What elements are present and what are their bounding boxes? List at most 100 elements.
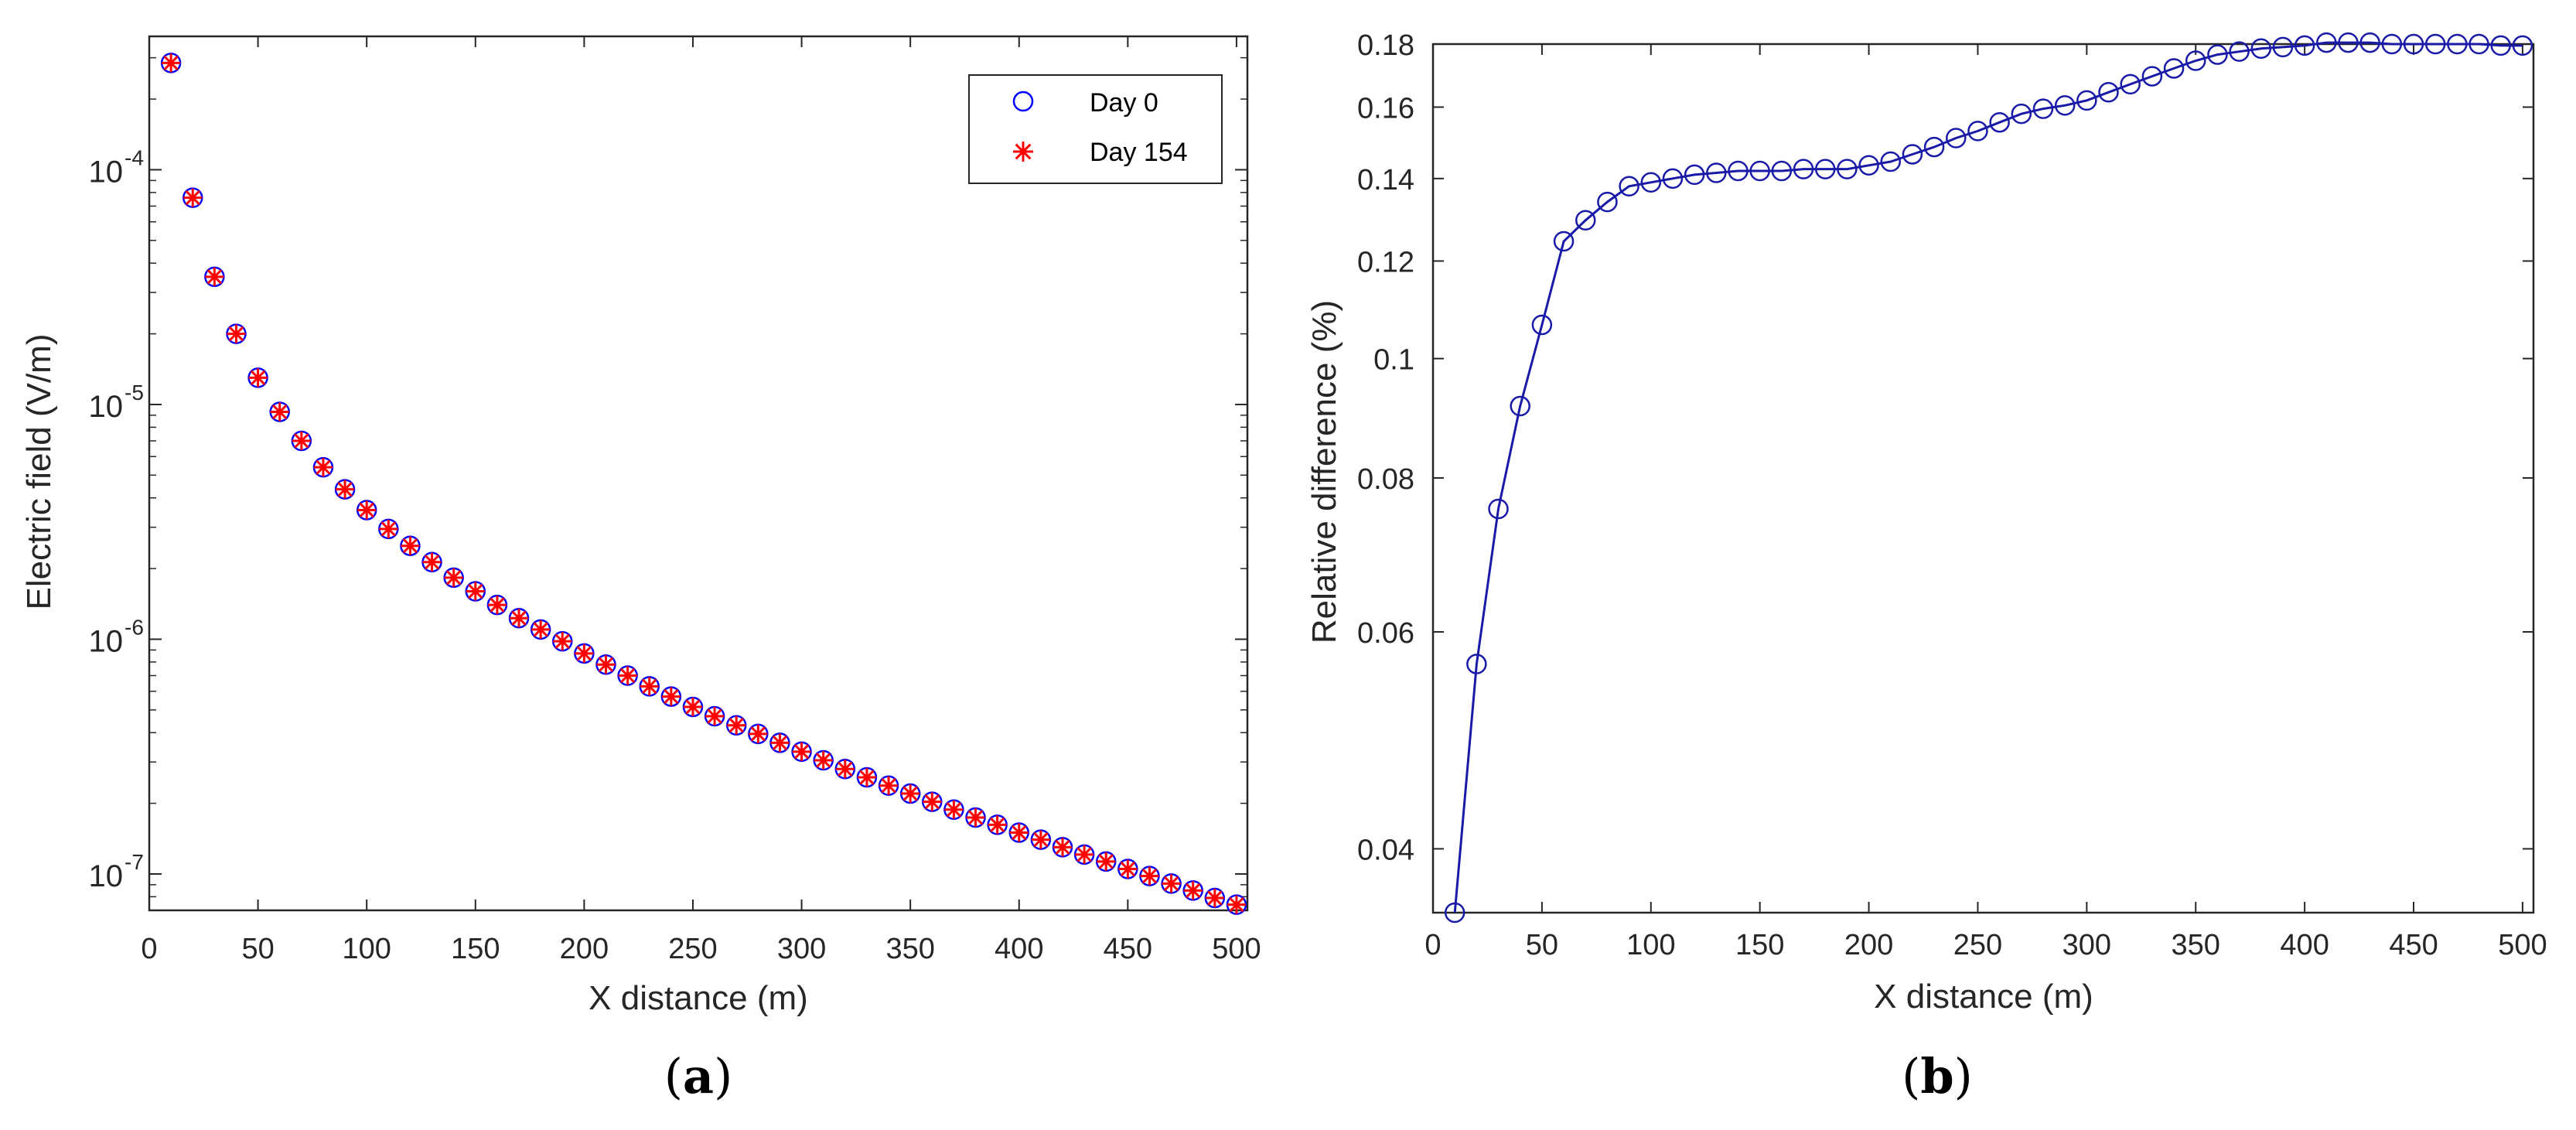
- a-point-day-154: [1227, 895, 1246, 914]
- a-point-day-154: [379, 519, 398, 538]
- a-point-day-154: [944, 800, 964, 819]
- a-y-axis-label: Electric field (V/m): [20, 334, 58, 610]
- a-point-day-154: [835, 760, 855, 779]
- a-point-day-154: [444, 568, 463, 587]
- b-y-tick-label: 0.1: [1373, 344, 1414, 377]
- plot-area-b: [1431, 43, 2535, 914]
- b-point: [2229, 41, 2250, 62]
- b-x-tick-labels: 0 50 100 150 200 250 300 350 400 450 500: [1424, 929, 2547, 961]
- b-series-line: [1453, 41, 2523, 913]
- panel-b-chart: 0 50 100 150 200 250 300 350 400 450 500 0.040.060…: [1305, 29, 2547, 1016]
- b-ticks: [1432, 43, 2533, 913]
- a-point-day-154: [1205, 889, 1224, 908]
- a-point-day-154: [683, 697, 702, 716]
- a-point-day-154: [575, 644, 594, 663]
- a-point-day-154: [401, 536, 420, 555]
- b-y-tick-label: 0.18: [1357, 29, 1414, 62]
- caption-b-letter: b: [1920, 1048, 1954, 1104]
- b-point: [1923, 136, 1945, 158]
- b-x-axis-label: X distance (m): [1874, 978, 2093, 1016]
- b-point: [2120, 73, 2141, 95]
- a-point-day-154: [1097, 852, 1116, 871]
- a-x-tick-label: 50: [241, 933, 274, 965]
- b-x-tick-label: 300: [2063, 929, 2111, 961]
- a-x-tick-label: 450: [1104, 933, 1152, 965]
- b-point: [2163, 58, 2185, 79]
- b-point: [1814, 159, 1836, 179]
- a-point-day-154: [923, 792, 942, 811]
- b-point: [2316, 32, 2337, 53]
- a-x-tick-label: 500: [1212, 933, 1261, 965]
- a-point-day-154: [966, 807, 985, 827]
- a-y-tick-exponent: -7: [125, 850, 144, 874]
- b-point: [1575, 210, 1596, 231]
- b-point: [2403, 33, 2424, 55]
- a-point-day-154: [336, 480, 355, 499]
- a-x-tick-label: 400: [995, 933, 1043, 965]
- b-point: [2272, 36, 2294, 58]
- b-point: [1619, 176, 1639, 197]
- legend-marker-day-0: [1012, 90, 1034, 112]
- caption-a: (a): [664, 1048, 733, 1104]
- a-point-day-154: [596, 655, 616, 674]
- a-marks: [160, 53, 1247, 915]
- b-x-tick-label: 150: [1735, 929, 1784, 961]
- b-point: [1793, 159, 1814, 179]
- a-point-day-154: [879, 776, 899, 795]
- legend: Day 0 Day 154: [968, 74, 1223, 184]
- b-point: [2141, 66, 2163, 87]
- b-y-tick-label: 0.04: [1357, 834, 1414, 866]
- legend-label-day-0: Day 0: [1090, 88, 1158, 118]
- a-point-day-154: [487, 596, 507, 615]
- legend-asterisk: [1013, 142, 1033, 162]
- b-point: [2512, 35, 2533, 56]
- b-point: [2185, 50, 2206, 71]
- caption-a-letter: a: [682, 1048, 715, 1104]
- b-point: [1488, 498, 1509, 520]
- b-point: [1684, 164, 1705, 186]
- a-point-day-154: [422, 552, 442, 572]
- a-x-tick-label: 300: [777, 933, 826, 965]
- a-y-tick-label: 10: [89, 859, 124, 893]
- b-point: [1989, 111, 2010, 133]
- b-x-tick-label: 200: [1844, 929, 1893, 961]
- panel-a-chart: 0 50 100 150 200 250 300 350 400 450 500 10 -710 -61…: [20, 35, 1261, 1017]
- b-point: [1444, 902, 1465, 923]
- b-point: [1946, 128, 1967, 149]
- a-point-day-154: [661, 687, 681, 706]
- a-point-day-154: [1140, 866, 1159, 886]
- a-point-day-154: [183, 188, 203, 207]
- b-y-tick-label: 0.16: [1357, 92, 1414, 125]
- a-point-day-154: [640, 677, 659, 696]
- a-point-day-154: [814, 750, 833, 770]
- a-y-tick-exponent: -4: [125, 145, 144, 169]
- a-ticks: [148, 36, 1247, 911]
- b-point: [1662, 168, 1684, 189]
- a-point-day-154: [357, 500, 377, 520]
- b-point: [1510, 395, 1530, 417]
- a-x-tick-label: 250: [668, 933, 717, 965]
- b-point: [2424, 33, 2446, 55]
- caption-b: (b): [1902, 1048, 1973, 1104]
- a-point-day-154: [162, 53, 181, 73]
- b-point: [1640, 172, 1662, 193]
- a-point-day-154: [270, 402, 289, 422]
- b-x-tick-label: 0: [1424, 929, 1441, 961]
- b-y-tick-label: 0.06: [1357, 617, 1414, 650]
- b-marks: [1444, 32, 2533, 923]
- b-point: [2207, 44, 2228, 65]
- a-y-tick-labels: 10-710-610-510-4: [89, 145, 144, 893]
- b-x-tick-label: 250: [1953, 929, 2002, 961]
- b-x-tick-label: 400: [2280, 929, 2329, 961]
- b-y-tick-label: 0.08: [1357, 463, 1414, 496]
- b-point: [2250, 38, 2272, 60]
- b-x-tick-label: 350: [2172, 929, 2220, 961]
- b-point: [1728, 160, 1749, 182]
- b-point: [1902, 144, 1923, 165]
- b-point: [2469, 33, 2489, 55]
- a-point-day-154: [510, 609, 529, 628]
- b-y-axis-label: Relative difference (%): [1305, 300, 1343, 644]
- a-y-tick-label: 10: [89, 155, 124, 189]
- b-point: [1967, 121, 1988, 142]
